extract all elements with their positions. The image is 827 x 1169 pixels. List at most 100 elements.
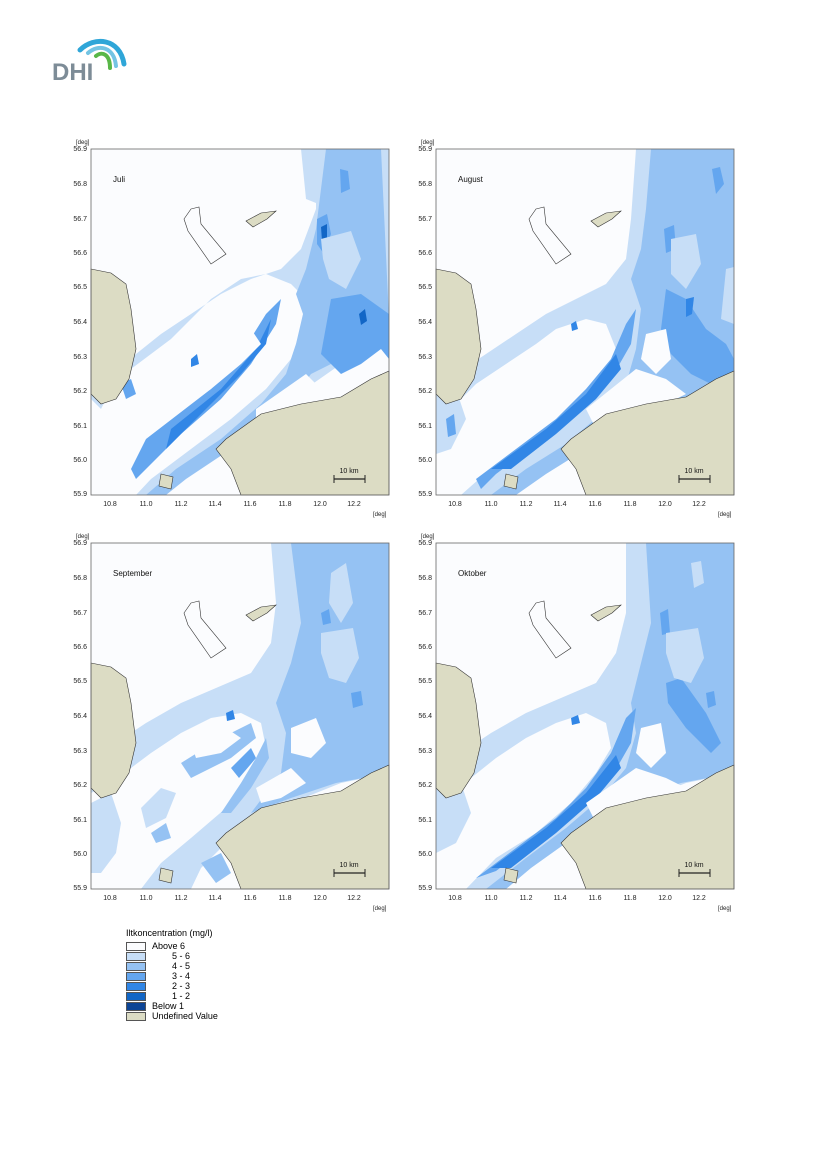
y-tick-label: 55.9 [73, 885, 87, 892]
y-tick-label: 56.5 [418, 678, 432, 685]
y-tick-label: 56.2 [418, 782, 432, 789]
x-tick-label: 11.0 [484, 895, 497, 902]
legend-label: Undefined Value [152, 1011, 218, 1021]
x-tick-label: 11.2 [519, 895, 532, 902]
y-tick-label: 56.8 [418, 575, 432, 582]
dhi-logo: DHI [50, 36, 130, 84]
map-panel-juli: 56.9 56.8 56.7 56.6 56.5 56.4 56.3 56.2 … [60, 137, 400, 518]
y-tick-label: 56.9 [418, 540, 432, 547]
y-tick-label: 56.8 [418, 181, 432, 188]
y-tick-label: 56.6 [73, 250, 87, 257]
y-tick-label: 56.4 [418, 319, 432, 326]
x-axis-unit: [deg] [373, 906, 387, 912]
map-title: August [458, 175, 484, 184]
x-tick-label: 11.8 [623, 895, 636, 902]
legend-item: 3 - 4 [126, 971, 286, 981]
y-tick-label: 56.1 [73, 423, 87, 430]
x-tick-label: 11.6 [588, 501, 601, 508]
legend-label: 1 - 2 [172, 991, 191, 1001]
y-tick-label: 56.9 [73, 146, 87, 153]
x-axis: 10.8 11.0 11.2 11.4 11.6 11.8 12.0 12.2 … [448, 501, 731, 518]
map-title: September [113, 569, 152, 578]
y-axis-unit: [deg] [421, 534, 435, 540]
logo-text: DHI [52, 59, 93, 84]
legend: Iltkoncentration (mg/l) Above 6 5 - 6 4 … [126, 928, 286, 1021]
y-tick-label: 56.0 [73, 851, 87, 858]
y-axis-unit: [deg] [76, 140, 90, 146]
x-tick-label: 12.0 [658, 895, 672, 902]
x-tick-label: 11.4 [208, 895, 221, 902]
scale-bar-label: 10 km [339, 862, 358, 869]
y-tick-label: 56.0 [73, 457, 87, 464]
y-tick-label: 56.4 [73, 713, 87, 720]
map-title: Juli [113, 175, 125, 184]
legend-swatch [126, 951, 146, 961]
y-axis-unit: [deg] [76, 534, 90, 540]
legend-item: Above 6 [126, 941, 286, 951]
y-tick-label: 56.7 [418, 610, 432, 617]
y-tick-label: 56.5 [73, 284, 87, 291]
y-tick-label: 55.9 [418, 885, 432, 892]
x-tick-label: 11.6 [588, 895, 601, 902]
y-tick-label: 56.6 [73, 644, 87, 651]
scale-bar: 10 km [333, 862, 366, 877]
map-panel-august: 56.9 56.8 56.7 56.6 56.5 56.4 56.3 56.2 … [405, 137, 745, 518]
y-tick-label: 56.5 [418, 284, 432, 291]
x-tick-label: 12.2 [692, 501, 706, 508]
scale-bar-label: 10 km [339, 468, 358, 475]
legend-label: Above 6 [152, 941, 186, 951]
x-tick-label: 12.0 [313, 895, 327, 902]
x-axis: 10.8 11.0 11.2 11.4 11.6 11.8 12.0 12.2 … [103, 895, 386, 912]
map-panel-oktober: 56.9 56.8 56.7 56.6 56.5 56.4 56.3 56.2 … [405, 531, 745, 912]
y-tick-label: 56.6 [418, 250, 432, 257]
map-title: Oktober [458, 569, 487, 578]
y-tick-label: 56.3 [73, 748, 87, 755]
y-tick-label: 56.3 [73, 354, 87, 361]
y-tick-label: 56.7 [418, 216, 432, 223]
y-tick-label: 56.3 [418, 354, 432, 361]
x-tick-label: 10.8 [103, 895, 117, 902]
y-tick-label: 56.5 [73, 678, 87, 685]
y-axis-unit: [deg] [421, 140, 435, 146]
x-axis-unit: [deg] [718, 512, 732, 518]
legend-label: Below 1 [152, 1001, 185, 1011]
x-tick-label: 10.8 [448, 895, 462, 902]
x-tick-label: 11.4 [553, 895, 566, 902]
y-axis: 56.9 56.8 56.7 56.6 56.5 56.4 56.3 56.2 … [418, 534, 434, 892]
map-panel-september: 56.9 56.8 56.7 56.6 56.5 56.4 56.3 56.2 … [60, 531, 400, 912]
y-tick-label: 56.3 [418, 748, 432, 755]
x-tick-label: 12.0 [313, 501, 327, 508]
x-tick-label: 11.2 [519, 501, 532, 508]
y-tick-label: 55.9 [418, 491, 432, 498]
x-tick-label: 12.0 [658, 501, 672, 508]
x-tick-label: 11.8 [278, 501, 291, 508]
x-tick-label: 11.8 [623, 501, 636, 508]
y-tick-label: 56.8 [73, 575, 87, 582]
x-tick-label: 10.8 [448, 501, 462, 508]
legend-label: 2 - 3 [172, 981, 191, 991]
y-tick-label: 56.2 [73, 388, 87, 395]
legend-label: 4 - 5 [172, 961, 191, 971]
x-axis: 10.8 11.0 11.2 11.4 11.6 11.8 12.0 12.2 … [448, 895, 731, 912]
y-axis: 56.9 56.8 56.7 56.6 56.5 56.4 56.3 56.2 … [73, 534, 89, 892]
x-tick-label: 11.2 [174, 895, 187, 902]
x-tick-label: 11.0 [484, 501, 497, 508]
scale-bar: 10 km [678, 862, 711, 877]
scale-bar: 10 km [678, 468, 711, 483]
x-axis: 10.8 11.0 11.2 11.4 11.6 11.8 12.0 12.2 … [103, 501, 386, 518]
y-tick-label: 56.7 [73, 610, 87, 617]
y-axis: 56.9 56.8 56.7 56.6 56.5 56.4 56.3 56.2 … [418, 140, 434, 498]
y-tick-label: 56.2 [73, 782, 87, 789]
y-tick-label: 56.8 [73, 181, 87, 188]
scale-bar-label: 10 km [684, 468, 703, 475]
legend-item: 5 - 6 [126, 951, 286, 961]
x-tick-label: 10.8 [103, 501, 117, 508]
legend-label: 3 - 4 [172, 971, 191, 981]
legend-item: 4 - 5 [126, 961, 286, 971]
x-axis-unit: [deg] [718, 906, 732, 912]
y-axis: 56.9 56.8 56.7 56.6 56.5 56.4 56.3 56.2 … [73, 140, 89, 498]
y-tick-label: 56.2 [418, 388, 432, 395]
legend-swatch [126, 971, 146, 981]
x-tick-label: 12.2 [692, 895, 706, 902]
x-tick-label: 11.2 [174, 501, 187, 508]
